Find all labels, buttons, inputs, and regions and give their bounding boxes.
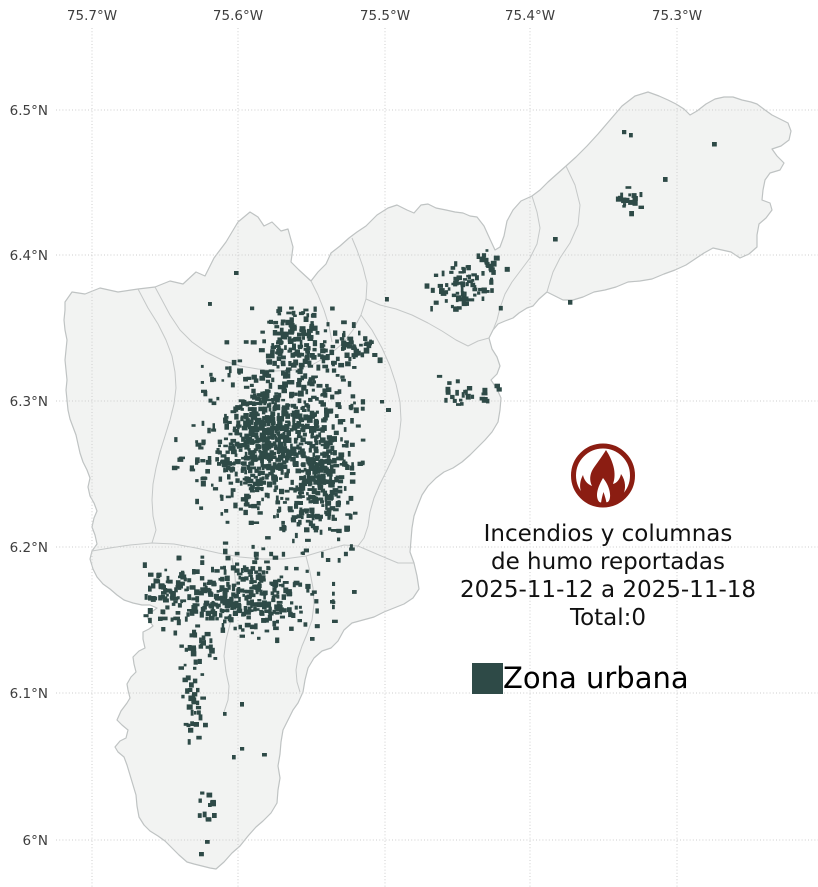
annotation-line-2: de humo reportadas: [490, 549, 726, 575]
y-tick-label: 6°N: [23, 833, 48, 849]
x-tick-label: 75.4°W: [505, 8, 555, 24]
region-outline: [63, 91, 792, 870]
annotation-line-3: 2025-11-12 a 2025-11-18: [459, 577, 757, 603]
annotation-line-1: Incendios y columnas: [483, 521, 733, 547]
y-tick-label: 6.5°N: [10, 103, 48, 119]
legend: Zona urbana: [472, 663, 689, 694]
legend-label: Zona urbana: [503, 661, 689, 695]
y-tick-label: 6.3°N: [10, 394, 48, 410]
y-tick-label: 6.4°N: [10, 248, 48, 264]
y-tick-label: 6.2°N: [10, 540, 48, 556]
annotation-text: Incendios y columnas de humo reportadas …: [440, 520, 776, 632]
axis-tick-labels: 75.7°W 75.6°W 75.5°W 75.4°W 75.3°W 6.5°N…: [10, 8, 702, 849]
annotation-total: Total:0: [569, 605, 647, 631]
x-tick-label: 75.3°W: [652, 8, 702, 24]
grid-lines: [56, 28, 818, 887]
x-tick-label: 75.6°W: [213, 8, 263, 24]
x-tick-label: 75.7°W: [67, 8, 117, 24]
fire-icon: [571, 443, 635, 508]
legend-swatch-urban: [472, 663, 503, 694]
x-tick-label: 75.5°W: [360, 8, 410, 24]
y-tick-label: 6.1°N: [10, 686, 48, 702]
urban-zones-layer: [142, 130, 717, 857]
